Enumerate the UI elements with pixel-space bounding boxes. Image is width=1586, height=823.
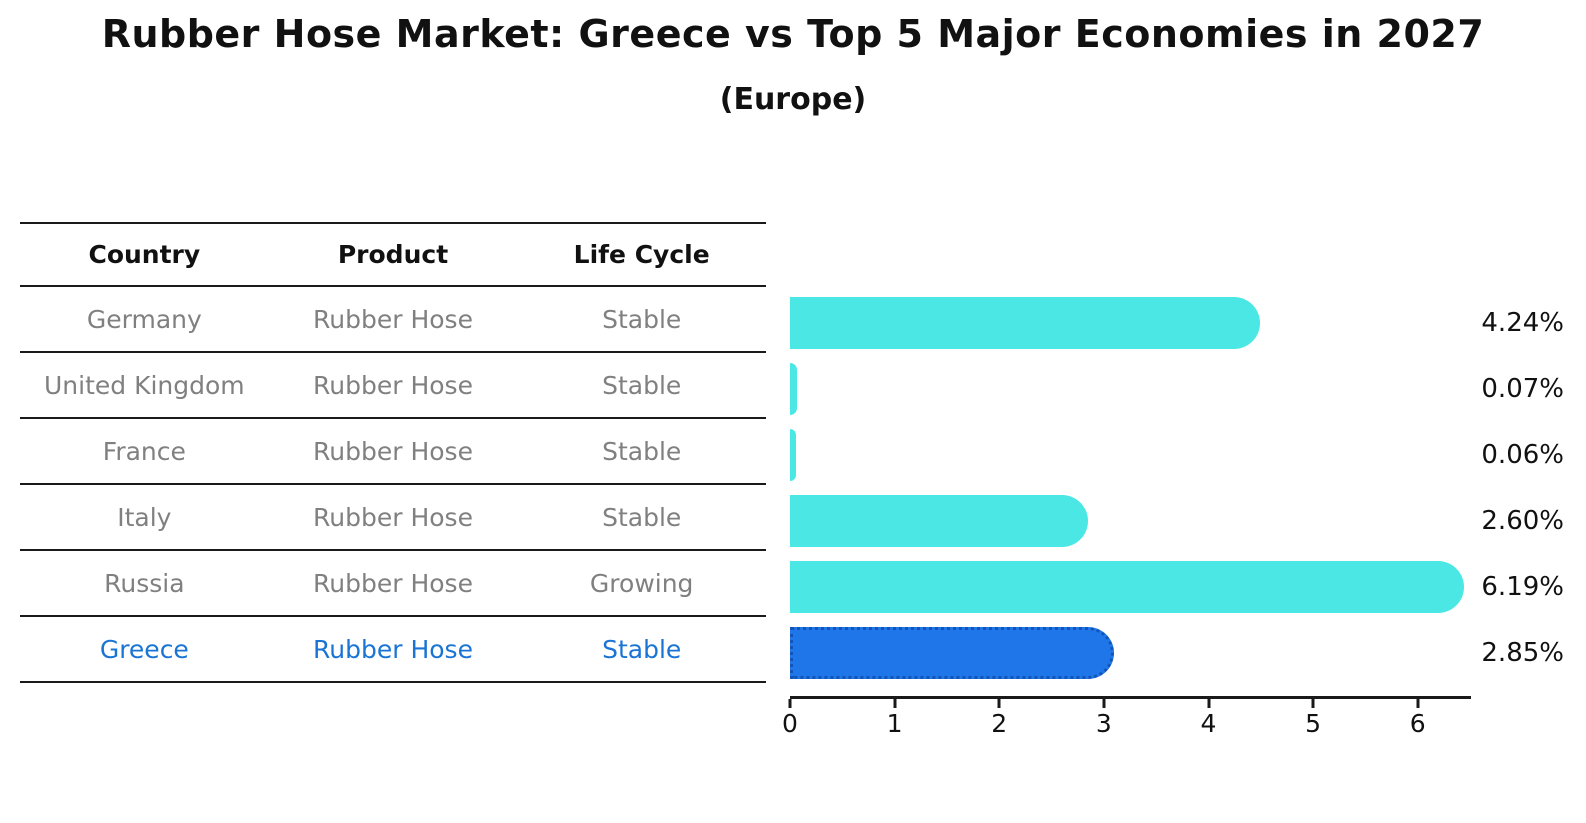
cell-life-cycle: Stable	[602, 502, 682, 532]
value-label-greece: 2.85%	[1481, 638, 1564, 668]
table-header-row: Country Product Life Cycle	[20, 224, 766, 287]
cell-life-cycle: Growing	[589, 568, 694, 598]
column-header-country: Country	[88, 240, 201, 269]
cell-country: France	[102, 436, 186, 466]
table-row-germany: Germany Rubber Hose Stable	[20, 287, 766, 353]
cell-country: Italy	[117, 502, 172, 532]
column-header-life-cycle: Life Cycle	[573, 240, 710, 269]
tick-label: 6	[1409, 709, 1426, 738]
table-row-united-kingdom: United Kingdom Rubber Hose Stable	[20, 353, 766, 419]
tick-mark	[893, 699, 897, 708]
bar-row-italy	[790, 488, 1470, 554]
tick-label: 4	[1200, 709, 1217, 738]
tick-label: 3	[1095, 709, 1112, 738]
cell-product: Rubber Hose	[313, 568, 473, 598]
country-table: Country Product Life Cycle Germany Rubbe…	[20, 222, 766, 683]
cell-product: Rubber Hose	[313, 634, 473, 664]
cell-country: Russia	[104, 568, 185, 598]
cell-country: United Kingdom	[44, 370, 245, 400]
value-label-italy: 2.60%	[1481, 506, 1564, 536]
cell-country: Germany	[86, 304, 202, 334]
cell-life-cycle: Stable	[602, 436, 682, 466]
cell-country: Greece	[99, 634, 189, 664]
table-row-greece: Greece Rubber Hose Stable	[20, 617, 766, 683]
tick-mark	[1207, 699, 1210, 708]
chart-subtitle: (Europe)	[719, 82, 867, 117]
chart-title: Rubber Hose Market: Greece vs Top 5 Majo…	[101, 12, 1485, 56]
cell-product: Rubber Hose	[313, 436, 473, 466]
tick-mark	[1102, 699, 1106, 708]
cell-product: Rubber Hose	[313, 502, 473, 532]
bar-italy	[790, 495, 1088, 547]
cell-life-cycle: Stable	[602, 634, 682, 664]
column-header-product: Product	[337, 240, 449, 269]
tick-mark	[1311, 699, 1315, 708]
x-axis: 0 1 2 3 4 5 6	[782, 696, 1470, 746]
bar-row-russia	[790, 554, 1470, 620]
bar-row-france	[790, 422, 1470, 488]
tick-mark	[997, 699, 1001, 708]
bar-row-united-kingdom	[790, 356, 1470, 422]
cell-life-cycle: Stable	[602, 370, 682, 400]
bar-row-greece	[790, 620, 1470, 686]
bar-germany	[790, 297, 1260, 349]
bar-united-kingdom	[790, 363, 798, 415]
cell-product: Rubber Hose	[313, 370, 473, 400]
tick-label: 0	[782, 709, 798, 738]
table-row-italy: Italy Rubber Hose Stable	[20, 485, 766, 551]
tick-label: 5	[1305, 709, 1322, 738]
value-label-france: 0.06%	[1481, 440, 1564, 470]
x-axis-line	[790, 696, 1471, 699]
cell-life-cycle: Stable	[602, 304, 682, 334]
bar-france	[790, 429, 797, 481]
value-label-russia: 6.19%	[1481, 572, 1564, 602]
cell-product: Rubber Hose	[313, 304, 473, 334]
bar-greece-highlighted	[790, 627, 1115, 679]
tick-mark	[788, 699, 792, 708]
value-labels: 4.24% 0.07% 0.06% 2.60% 6.19% 2.85%	[1452, 290, 1564, 686]
bar-plot	[790, 290, 1470, 686]
tick-mark	[1416, 699, 1420, 708]
tick-label: 1	[886, 709, 903, 738]
bar-russia	[790, 561, 1464, 613]
table-row-russia: Russia Rubber Hose Growing	[20, 551, 766, 617]
value-label-united-kingdom: 0.07%	[1481, 374, 1564, 404]
bar-row-germany	[790, 290, 1470, 356]
value-label-germany: 4.24%	[1481, 308, 1564, 338]
table-row-france: France Rubber Hose Stable	[20, 419, 766, 485]
tick-label: 2	[991, 709, 1008, 738]
